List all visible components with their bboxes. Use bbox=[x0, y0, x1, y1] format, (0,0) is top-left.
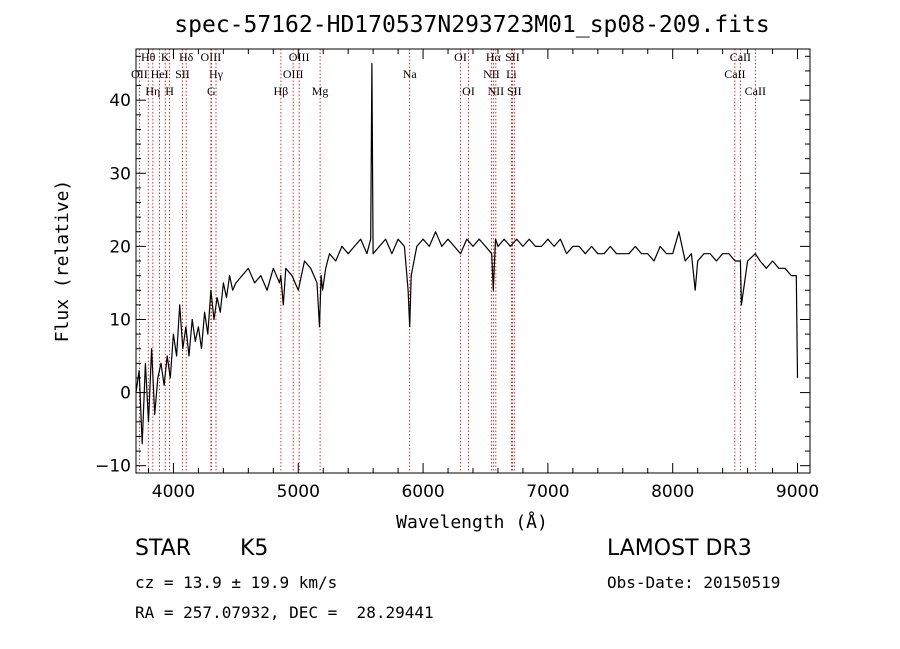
spectral-line-label: SII bbox=[175, 67, 190, 81]
x-axis-label: Wavelength (Å) bbox=[396, 511, 548, 533]
x-tick-label: 8000 bbox=[651, 482, 694, 502]
spectrum-line bbox=[135, 62, 799, 445]
spectral-line-label: Hα bbox=[486, 50, 502, 64]
plot-frame bbox=[135, 48, 811, 474]
object-subclass: K5 bbox=[240, 536, 269, 561]
spectral-line-label: Mg bbox=[312, 84, 329, 98]
y-tick-label: 0 bbox=[120, 384, 131, 404]
x-tick-label: 6000 bbox=[401, 482, 444, 502]
spectral-line-label: NII bbox=[483, 67, 500, 81]
spectral-line-label: Li bbox=[506, 67, 517, 81]
spectral-line-label: OIII bbox=[201, 50, 222, 64]
spectral-line-label: NII bbox=[488, 84, 505, 98]
spectral-line-label: Hη bbox=[145, 84, 160, 98]
spectral-line-label: Hγ bbox=[209, 67, 224, 81]
spectral-line-label: CaII bbox=[745, 84, 766, 98]
x-tick-label: 9000 bbox=[776, 482, 819, 502]
spectral-line-label: SII bbox=[507, 84, 522, 98]
spectral-line-label: HeI bbox=[151, 67, 169, 81]
y-tick-label: −10 bbox=[95, 457, 131, 477]
x-tick-label: 5000 bbox=[277, 482, 320, 502]
object-class: STAR bbox=[135, 536, 192, 561]
spectral-line-label: CaII bbox=[724, 67, 745, 81]
spectral-line-label: OIII bbox=[283, 67, 304, 81]
chart-title: spec-57162-HD170537N293723M01_sp08-209.f… bbox=[174, 12, 769, 38]
y-tick-label: 40 bbox=[109, 91, 131, 111]
y-tick-label: 20 bbox=[109, 237, 131, 257]
spectral-line-label: OIII bbox=[289, 50, 310, 64]
redshift-cz: cz = 13.9 ± 19.9 km/s bbox=[135, 573, 338, 592]
y-tick-label: 30 bbox=[109, 164, 131, 184]
axes: 4000 5000 6000 7000 8000 9000 −10 0 10 20 30 40 bbox=[95, 49, 819, 502]
spectral-line-label: SII bbox=[505, 50, 520, 64]
survey-name: LAMOST DR3 bbox=[607, 536, 752, 561]
spectral-line-label: H bbox=[165, 84, 174, 98]
spectrum-series bbox=[135, 62, 799, 445]
spectral-line-label: Hβ bbox=[274, 84, 289, 98]
observation-date: Obs-Date: 20150519 bbox=[607, 573, 781, 592]
spectral-line-label: Hδ bbox=[179, 50, 194, 64]
spectral-line-label: G bbox=[207, 84, 216, 98]
y-tick-label: 10 bbox=[109, 310, 131, 330]
spectral-line-label: K bbox=[161, 50, 170, 64]
spectral-line-label: OII bbox=[131, 67, 148, 81]
y-axis-label: Flux (relative) bbox=[52, 180, 73, 343]
ra-dec-coordinates: RA = 257.07932, DEC = 28.29441 bbox=[135, 603, 434, 622]
x-tick-label: 4000 bbox=[152, 482, 195, 502]
spectral-line-label: OI bbox=[462, 84, 475, 98]
spectral-line-label: OI bbox=[454, 50, 467, 64]
spectral-line-label: Na bbox=[403, 67, 418, 81]
x-tick-label: 7000 bbox=[526, 482, 569, 502]
spectral-line-label: Hθ bbox=[141, 50, 156, 64]
